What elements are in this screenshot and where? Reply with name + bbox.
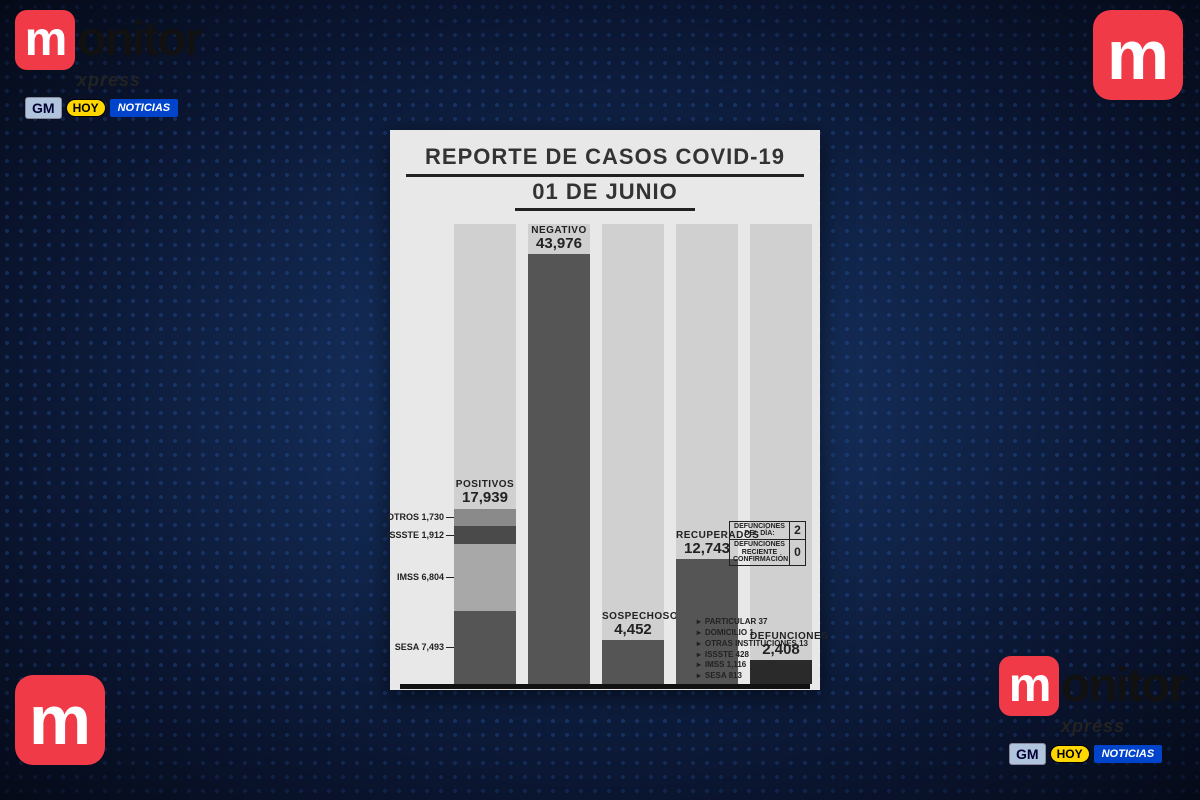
chart-bar-segment bbox=[454, 526, 516, 545]
bar-chart: OTROS 1,730ISSSTE 1,912IMSS 6,804SESA 7,… bbox=[400, 219, 810, 689]
chart-bgbar bbox=[750, 224, 812, 684]
chart-bar-label: NEGATIVO43,976 bbox=[528, 225, 590, 253]
chart-bar-segment bbox=[454, 544, 516, 611]
chart-bar-negativo: NEGATIVO43,976 bbox=[528, 254, 590, 684]
badge-hoy: HOY bbox=[66, 99, 106, 117]
logo-text: onitor bbox=[77, 16, 201, 64]
badge-gm: GM bbox=[1009, 743, 1046, 765]
chart-bar-segment bbox=[454, 611, 516, 684]
chart-bar-sospechosos: SOSPECHOSOS4,452 bbox=[602, 640, 664, 684]
defunciones-breakdown-row: ▸ISSSTE 428 bbox=[697, 650, 808, 661]
logo-m-icon: m bbox=[999, 656, 1059, 716]
logo-top-right: m bbox=[1093, 10, 1185, 100]
logo-m-icon: m bbox=[15, 10, 75, 70]
logo-top-left: m onitor xpress GM HOY NOTICIAS bbox=[15, 10, 201, 119]
logo-bottom-right: m onitor xpress GM HOY NOTICIAS bbox=[999, 656, 1185, 765]
chart-segment-label: ISSSTE 1,912 bbox=[384, 530, 444, 540]
defunciones-day-box: DEFUNCIONES DEL DÍA:2DEFUNCIONES RECIENT… bbox=[729, 521, 806, 566]
defunciones-breakdown-row: ▸PARTICULAR 37 bbox=[697, 617, 808, 628]
chart-segment-label: OTROS 1,730 bbox=[384, 512, 444, 522]
logo-text: onitor bbox=[1061, 662, 1185, 710]
chart-bar-label: POSITIVOS17,939 bbox=[454, 479, 516, 507]
logo-subtext: xpress bbox=[1061, 716, 1125, 737]
logo-badge-row: GM HOY NOTICIAS bbox=[1009, 743, 1162, 765]
chart-segment-label: IMSS 6,804 bbox=[384, 572, 444, 582]
covid-report-panel: REPORTE DE CASOS COVID-19 01 DE JUNIO OT… bbox=[390, 130, 820, 690]
defunciones-breakdown-row: ▸DOMICILIO 1 bbox=[697, 628, 808, 639]
badge-noticias: NOTICIAS bbox=[110, 99, 179, 117]
logo-bottom-left: m bbox=[15, 675, 107, 765]
defunciones-breakdown: ▸PARTICULAR 37▸DOMICILIO 1▸OTRAS INSTITU… bbox=[697, 617, 808, 682]
defunciones-breakdown-row: ▸SESA 813 bbox=[697, 671, 808, 682]
chart-bar-label: SOSPECHOSOS4,452 bbox=[602, 611, 664, 639]
panel-date: 01 DE JUNIO bbox=[515, 179, 695, 211]
chart-bar-segment bbox=[454, 509, 516, 526]
logo-wordmark: m onitor bbox=[999, 656, 1185, 716]
badge-noticias: NOTICIAS bbox=[1094, 745, 1163, 763]
logo-m-icon: m bbox=[15, 675, 105, 765]
panel-title: REPORTE DE CASOS COVID-19 bbox=[406, 144, 804, 177]
defunciones-breakdown-row: ▸IMSS 1,116 bbox=[697, 660, 808, 671]
defunciones-breakdown-row: ▸OTRAS INSTITUCIONES 13 bbox=[697, 639, 808, 650]
logo-badge-row: GM HOY NOTICIAS bbox=[25, 97, 178, 119]
badge-gm: GM bbox=[25, 97, 62, 119]
logo-subtext: xpress bbox=[77, 70, 141, 91]
badge-hoy: HOY bbox=[1050, 745, 1090, 763]
chart-segment-label: SESA 7,493 bbox=[384, 642, 444, 652]
logo-m-icon: m bbox=[1093, 10, 1183, 100]
logo-wordmark: m onitor bbox=[15, 10, 201, 70]
chart-bar-positivos: POSITIVOS17,939 bbox=[454, 509, 516, 684]
